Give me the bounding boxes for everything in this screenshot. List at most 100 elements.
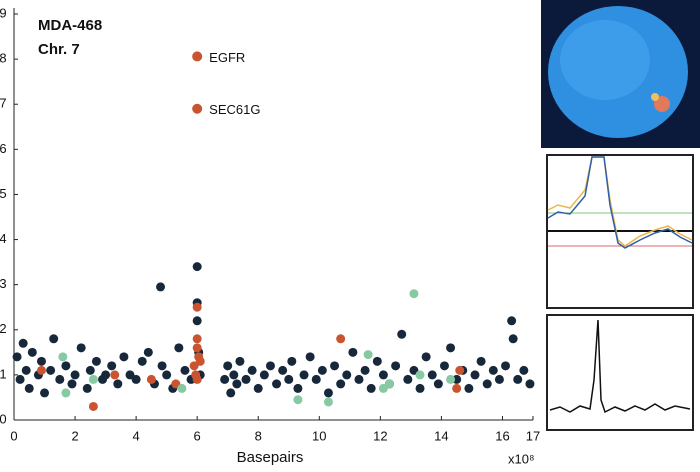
point (82, 383, 92, 393)
point (360, 365, 370, 375)
point (363, 350, 373, 360)
point (427, 370, 437, 380)
y-tick-label: 7 (0, 96, 7, 111)
point (446, 343, 456, 353)
y-tick-label: 2 (0, 321, 7, 336)
nucleus-image (541, 0, 700, 148)
point (12, 352, 22, 362)
point (58, 352, 68, 362)
point (177, 383, 187, 393)
point (15, 374, 25, 384)
point (464, 383, 474, 393)
point (403, 374, 413, 384)
point (67, 379, 77, 389)
x-multiplier: x10⁸ (508, 451, 534, 466)
x-tick-label: 16 (495, 428, 509, 443)
annotation: SEC61G (209, 102, 260, 117)
point (378, 370, 388, 380)
point (40, 388, 50, 398)
x-tick-label: 6 (194, 428, 201, 443)
point (192, 302, 202, 312)
x-tick-label: 2 (71, 428, 78, 443)
point (88, 374, 98, 384)
point (70, 370, 80, 380)
point (156, 282, 166, 292)
x-tick-label: 12 (373, 428, 387, 443)
point (195, 356, 205, 366)
point (192, 316, 202, 326)
point (508, 334, 518, 344)
point (476, 356, 486, 366)
point (61, 388, 71, 398)
y-tick-label: 8 (0, 51, 7, 66)
point (146, 374, 156, 384)
point (162, 370, 172, 380)
point (342, 370, 352, 380)
point (113, 379, 123, 389)
point (192, 334, 202, 344)
point (317, 365, 327, 375)
annotated-point (192, 103, 203, 114)
chart-subtitle: Chr. 7 (38, 41, 80, 58)
x-tick-label: 4 (133, 428, 140, 443)
point (157, 361, 167, 371)
point (455, 365, 465, 375)
point (131, 374, 141, 384)
point (27, 347, 37, 357)
y-tick-label: 1 (0, 366, 7, 381)
x-tick-label: 0 (10, 428, 17, 443)
point (91, 356, 101, 366)
point (525, 379, 535, 389)
point (110, 370, 120, 380)
y-tick-label: 0 (0, 411, 7, 426)
point (192, 374, 202, 384)
point (287, 356, 297, 366)
point (180, 365, 190, 375)
point (220, 374, 230, 384)
point (76, 343, 86, 353)
point (265, 361, 275, 371)
x-tick-label: 8 (255, 428, 262, 443)
point (21, 365, 31, 375)
point (348, 347, 358, 357)
x-tick-label: 14 (434, 428, 448, 443)
point (488, 365, 498, 375)
x-tick-label: 17 (526, 428, 540, 443)
point (299, 370, 309, 380)
point (501, 361, 511, 371)
point (137, 356, 147, 366)
x-axis-label: Basepairs (237, 449, 304, 466)
point (470, 370, 480, 380)
y-tick-label: 4 (0, 231, 7, 246)
profile-panel (546, 154, 694, 309)
point (272, 379, 282, 389)
point (235, 356, 245, 366)
point (366, 383, 376, 393)
x-tick-label: 10 (312, 428, 326, 443)
point (88, 401, 98, 411)
point (293, 395, 303, 405)
point (323, 388, 333, 398)
point (192, 262, 202, 272)
point (253, 383, 263, 393)
point (49, 334, 59, 344)
point (482, 379, 492, 389)
annotation: EGFR (209, 50, 245, 65)
signal-panel (546, 314, 694, 431)
point (397, 329, 407, 339)
point (46, 365, 56, 375)
point (61, 361, 71, 371)
point (223, 361, 233, 371)
point (247, 365, 257, 375)
point (174, 343, 184, 353)
point (323, 397, 333, 407)
point (229, 370, 239, 380)
annotated-point (192, 51, 203, 62)
y-tick-label: 9 (0, 5, 7, 20)
point (336, 379, 346, 389)
point (232, 379, 242, 389)
point (391, 361, 401, 371)
point (36, 356, 46, 366)
point (55, 374, 65, 384)
